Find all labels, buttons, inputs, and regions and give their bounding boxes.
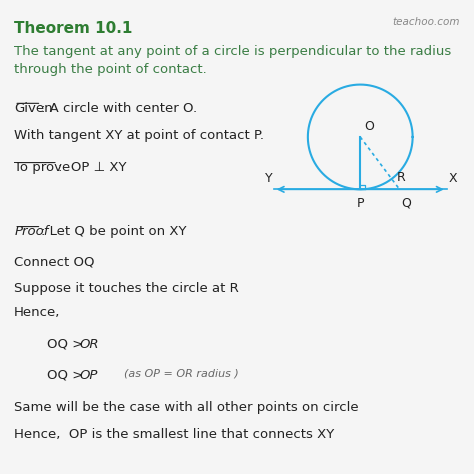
Text: X: X <box>448 172 457 185</box>
Text: Hence,  OP is the smallest line that connects XY: Hence, OP is the smallest line that conn… <box>14 428 335 441</box>
Text: : Let Q be point on XY: : Let Q be point on XY <box>41 225 187 238</box>
Text: OR: OR <box>79 338 99 351</box>
Text: R: R <box>397 171 406 184</box>
Text: Hence,: Hence, <box>14 306 61 319</box>
Text: Proof: Proof <box>14 225 49 238</box>
Text: To prove: To prove <box>14 161 71 174</box>
Text: Connect OQ: Connect OQ <box>14 255 95 268</box>
Text: Given: Given <box>14 102 53 115</box>
Text: :  OP ⊥ XY: : OP ⊥ XY <box>58 161 127 174</box>
Text: OQ >: OQ > <box>47 338 88 351</box>
Text: Q: Q <box>401 197 411 210</box>
Text: Same will be the case with all other points on circle: Same will be the case with all other poi… <box>14 401 359 414</box>
Text: OQ >: OQ > <box>47 369 88 382</box>
Text: OP: OP <box>79 369 98 382</box>
Text: Suppose it touches the circle at R: Suppose it touches the circle at R <box>14 282 239 295</box>
Text: With tangent XY at point of contact P.: With tangent XY at point of contact P. <box>14 129 264 142</box>
Text: teachoo.com: teachoo.com <box>392 17 460 27</box>
Text: : A circle with center O.: : A circle with center O. <box>41 102 198 115</box>
Text: (as OP = OR radius ): (as OP = OR radius ) <box>96 369 239 379</box>
Text: P: P <box>356 197 364 210</box>
Text: The tangent at any point of a circle is perpendicular to the radius
through the : The tangent at any point of a circle is … <box>14 45 451 76</box>
Text: Theorem 10.1: Theorem 10.1 <box>14 21 133 36</box>
Text: O: O <box>364 120 374 133</box>
Text: Y: Y <box>264 172 272 185</box>
